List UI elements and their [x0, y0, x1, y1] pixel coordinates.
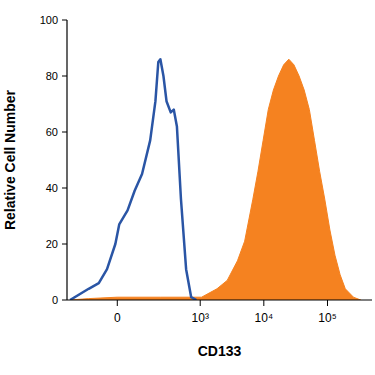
y-tick — [62, 132, 67, 133]
x-tick-label: 10⁵ — [318, 311, 336, 325]
y-tick — [62, 20, 67, 21]
x-axis-label: CD133 — [198, 343, 242, 359]
x-tick — [327, 300, 328, 306]
y-tick — [62, 300, 67, 301]
x-tick — [263, 300, 264, 306]
x-tick-label: 0 — [114, 311, 121, 325]
y-axis — [66, 20, 67, 300]
y-tick-label: 0 — [52, 294, 58, 306]
x-tick — [117, 300, 118, 306]
chart: 0 20 40 60 80 100 0 10³ 10⁴ 10⁵ CD133 Relative Cell… — [0, 0, 375, 375]
y-tick — [62, 188, 67, 189]
y-tick-label: 40 — [46, 182, 58, 194]
x-axis — [67, 299, 372, 300]
y-axis-label: Relative Cell Number — [2, 89, 18, 230]
y-tick-label: 60 — [46, 126, 58, 138]
x-tick-label: 10⁴ — [255, 311, 274, 325]
plot-area — [70, 59, 361, 300]
y-tick-label: 20 — [46, 238, 58, 250]
histogram-area — [70, 59, 361, 300]
y-tick-label: 100 — [40, 14, 58, 26]
y-tick — [62, 244, 67, 245]
x-tick-label: 10³ — [192, 311, 209, 325]
y-tick-label: 80 — [46, 70, 58, 82]
x-tick — [200, 300, 201, 306]
y-tick — [62, 76, 67, 77]
histogram-line — [70, 59, 196, 300]
